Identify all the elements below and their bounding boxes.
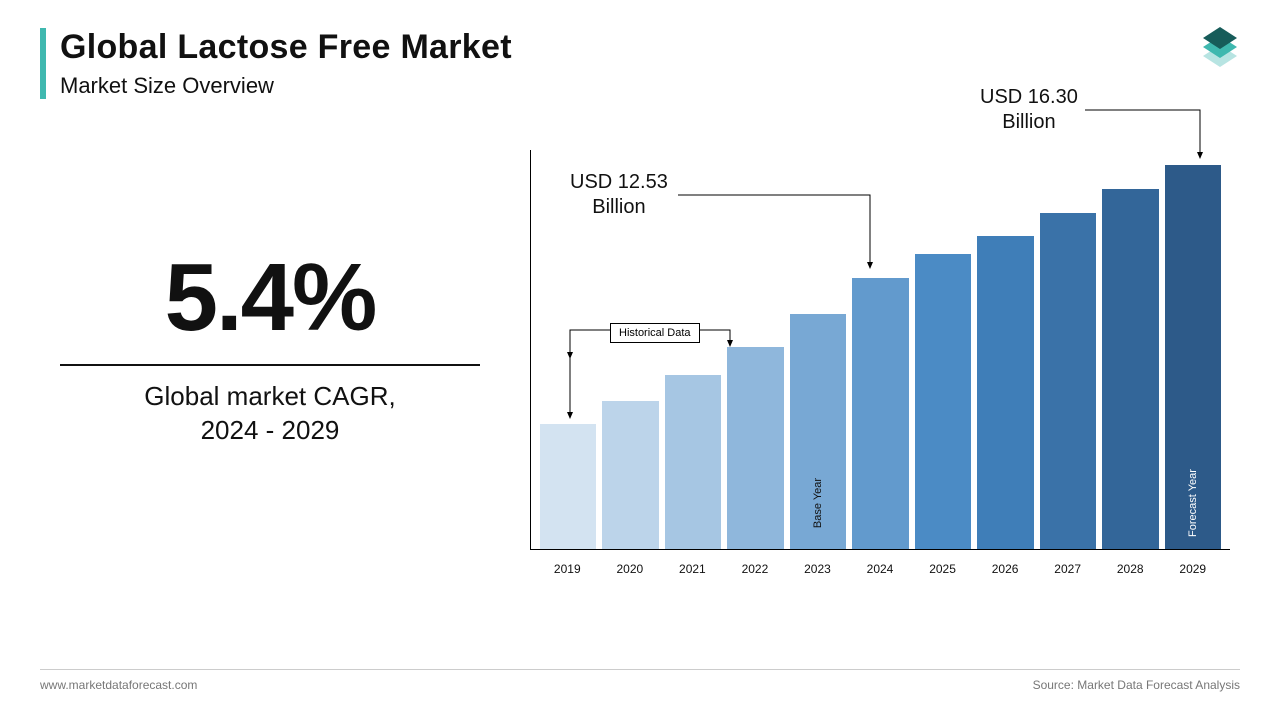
bar-rect	[852, 278, 908, 549]
cagr-value: 5.4%	[60, 250, 480, 346]
header: Global Lactose Free Market Market Size O…	[40, 28, 512, 99]
x-label-2028: 2028	[1102, 562, 1159, 576]
brand-logo-icon	[1190, 20, 1250, 80]
bar-2027	[1040, 213, 1096, 549]
bar-vert-label-2029: Forecast Year	[1187, 469, 1199, 537]
x-label-2019: 2019	[539, 562, 596, 576]
bar-2029: Forecast Year	[1165, 165, 1221, 549]
bar-rect: Base Year	[790, 314, 846, 549]
footer-source: Source: Market Data Forecast Analysis	[1033, 678, 1240, 692]
bar-rect	[602, 401, 658, 549]
bar-rect	[665, 375, 721, 549]
cagr-label: Global market CAGR, 2024 - 2029	[60, 380, 480, 448]
x-axis-labels: 2019 2020 2021 2022 2023 2024 2025 2026 2027 2028…	[530, 562, 1230, 576]
page-title: Global Lactose Free Market	[60, 28, 512, 67]
page-subtitle: Market Size Overview	[60, 73, 512, 99]
cagr-panel: 5.4% Global market CAGR, 2024 - 2029	[60, 250, 480, 448]
bar-2020	[602, 401, 658, 549]
x-label-2022: 2022	[727, 562, 784, 576]
cagr-label-line2: 2024 - 2029	[201, 415, 340, 445]
bars-container: Base Year Forecast Year	[530, 150, 1230, 550]
x-label-2025: 2025	[914, 562, 971, 576]
bar-2024	[852, 278, 908, 549]
bar-2022	[727, 347, 783, 549]
x-label-2029: 2029	[1164, 562, 1221, 576]
bar-vert-label-2023: Base Year	[812, 478, 824, 528]
x-label-2023: 2023	[789, 562, 846, 576]
title-bar: Global Lactose Free Market Market Size O…	[40, 28, 512, 99]
bar-rect: Forecast Year	[1165, 165, 1221, 549]
divider	[60, 364, 480, 366]
bar-rect	[1040, 213, 1096, 549]
bar-rect	[540, 424, 596, 549]
bar-rect	[915, 254, 971, 549]
bar-rect	[977, 236, 1033, 549]
x-label-2027: 2027	[1039, 562, 1096, 576]
footer-url: www.marketdataforecast.com	[40, 678, 197, 692]
bar-2025	[915, 254, 971, 549]
x-label-2021: 2021	[664, 562, 721, 576]
footer-divider	[40, 669, 1240, 670]
cagr-label-line1: Global market CAGR,	[144, 381, 395, 411]
callout-2029-value: USD 16.30	[980, 86, 1078, 108]
bar-2021	[665, 375, 721, 549]
bar-2026	[977, 236, 1033, 549]
bar-chart: USD 12.53 Billion USD 16.30 Billion Hist…	[530, 140, 1230, 600]
bar-2028	[1102, 189, 1158, 549]
x-label-2026: 2026	[977, 562, 1034, 576]
bar-2019	[540, 424, 596, 549]
bar-2023: Base Year	[790, 314, 846, 549]
callout-2029: USD 16.30 Billion	[980, 85, 1078, 135]
x-label-2024: 2024	[852, 562, 909, 576]
bar-rect	[727, 347, 783, 549]
bar-rect	[1102, 189, 1158, 549]
x-label-2020: 2020	[602, 562, 659, 576]
callout-2029-unit: Billion	[1002, 111, 1055, 133]
